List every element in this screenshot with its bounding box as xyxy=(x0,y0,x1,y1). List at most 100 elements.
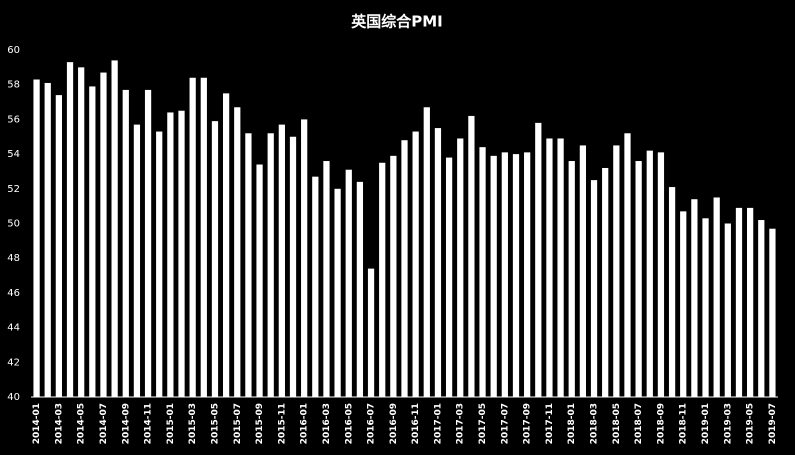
bar xyxy=(156,131,163,398)
x-tick-label: 2017-11 xyxy=(545,403,555,444)
bar xyxy=(66,62,74,398)
y-tick-label: 48 xyxy=(7,253,20,264)
bar xyxy=(133,124,141,397)
bar xyxy=(256,164,263,397)
x-tick-label: 2014-03 xyxy=(54,403,64,444)
bar xyxy=(423,107,430,397)
x-tick-label: 2014-01 xyxy=(32,403,42,444)
bar xyxy=(278,124,285,397)
bar xyxy=(490,155,497,397)
x-tick-label: 2016-11 xyxy=(411,403,421,444)
bar xyxy=(635,161,642,397)
x-tick-label: 2014-11 xyxy=(144,403,154,444)
bar xyxy=(245,133,252,397)
bar xyxy=(78,67,85,397)
x-tick-label: 2019-07 xyxy=(768,403,778,444)
bar xyxy=(747,207,754,397)
bar xyxy=(345,169,352,397)
x-tick-label: 2017-03 xyxy=(456,403,466,444)
bar xyxy=(356,181,364,397)
bar xyxy=(122,89,129,397)
bar xyxy=(100,72,107,398)
bar xyxy=(89,86,96,397)
x-tick-label: 2018-11 xyxy=(679,403,689,444)
bar xyxy=(289,136,297,397)
y-tick-label: 54 xyxy=(7,149,20,160)
bar xyxy=(211,121,219,397)
bar xyxy=(702,218,709,397)
bar xyxy=(301,119,308,398)
bar xyxy=(44,82,51,397)
y-tick-label: 44 xyxy=(7,323,20,334)
bar xyxy=(579,145,587,397)
x-tick-label: 2019-01 xyxy=(701,403,711,444)
bar xyxy=(524,152,531,397)
bar xyxy=(602,167,609,397)
y-tick-label: 42 xyxy=(7,357,20,368)
bar xyxy=(479,147,486,397)
y-tick-label: 58 xyxy=(7,80,20,91)
bar xyxy=(434,128,442,397)
x-tick-label: 2015-09 xyxy=(255,403,265,444)
x-tick-label: 2015-03 xyxy=(188,403,198,444)
bar xyxy=(412,131,419,398)
bar xyxy=(367,268,375,397)
x-tick-label: 2015-01 xyxy=(166,403,176,444)
bar xyxy=(144,89,152,397)
bar xyxy=(55,95,62,398)
x-tick-label: 2015-07 xyxy=(233,403,243,444)
bar xyxy=(535,122,542,398)
bar xyxy=(390,155,397,397)
x-tick-label: 2017-09 xyxy=(523,403,533,444)
x-tick-label: 2017-07 xyxy=(500,403,510,444)
bar xyxy=(657,152,665,397)
bar xyxy=(691,199,698,397)
bar xyxy=(445,157,453,397)
x-tick-label: 2018-05 xyxy=(612,403,622,444)
bar xyxy=(613,145,620,397)
bar xyxy=(312,176,319,397)
bar xyxy=(189,77,196,397)
bar xyxy=(222,93,230,397)
x-tick-label: 2016-01 xyxy=(300,403,310,444)
bar xyxy=(234,107,241,397)
x-tick-label: 2018-09 xyxy=(656,403,666,444)
x-tick-label: 2019-05 xyxy=(746,403,756,444)
bar xyxy=(501,152,508,397)
bar xyxy=(758,220,765,397)
y-tick-label: 50 xyxy=(7,219,20,230)
bar xyxy=(668,187,676,397)
bar xyxy=(401,140,408,397)
x-tick-label: 2016-07 xyxy=(367,403,377,444)
y-tick-label: 46 xyxy=(7,288,20,299)
bar xyxy=(624,133,631,397)
x-tick-label: 2018-03 xyxy=(590,403,600,444)
x-tick-label: 2014-07 xyxy=(99,403,109,444)
bar xyxy=(178,110,185,397)
y-tick-label: 60 xyxy=(7,45,20,56)
bar xyxy=(111,60,118,397)
x-tick-label: 2016-09 xyxy=(389,403,399,444)
bar xyxy=(568,161,575,397)
bar xyxy=(735,207,743,397)
bar xyxy=(379,162,386,397)
bar xyxy=(468,115,475,398)
bar xyxy=(323,161,330,397)
x-tick-label: 2017-05 xyxy=(478,403,488,444)
x-tick-label: 2018-01 xyxy=(567,403,577,444)
bar xyxy=(769,228,776,397)
bar xyxy=(713,197,720,397)
bar xyxy=(546,138,553,398)
x-tick-label: 2017-01 xyxy=(433,403,443,444)
y-tick-label: 40 xyxy=(7,392,20,403)
bar xyxy=(167,112,174,398)
y-tick-label: 52 xyxy=(7,184,20,195)
x-tick-label: 2016-05 xyxy=(344,403,354,444)
bar xyxy=(646,150,653,397)
x-tick-label: 2016-03 xyxy=(322,403,332,444)
x-tick-label: 2015-11 xyxy=(277,403,287,444)
bar xyxy=(680,211,687,397)
bar xyxy=(590,180,598,397)
x-tick-label: 2015-05 xyxy=(210,403,220,444)
